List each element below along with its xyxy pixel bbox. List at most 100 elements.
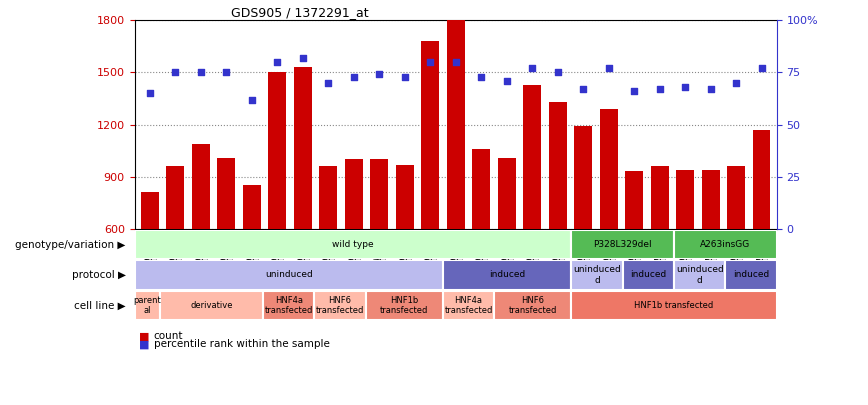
Bar [135,230,571,259]
Text: GSM27204: GSM27204 [171,229,180,271]
Bar [365,291,443,320]
Bar [676,170,694,333]
Bar [622,260,674,290]
Bar [396,164,414,333]
Bar [421,41,439,333]
Text: GSM27147: GSM27147 [528,229,536,271]
Text: cell line ▶: cell line ▶ [75,301,126,310]
Point [474,73,488,80]
Point [576,86,590,92]
Text: protocol ▶: protocol ▶ [72,270,126,280]
Point [347,73,361,80]
Text: GSM27160: GSM27160 [503,229,511,271]
Text: GSM27172: GSM27172 [757,229,766,270]
Point [143,90,157,96]
Bar [135,260,443,290]
Text: wild type: wild type [332,240,374,249]
Bar [523,85,541,333]
Text: ■: ■ [139,331,149,341]
Bar [497,158,516,333]
Point [168,69,182,76]
Bar [319,166,337,333]
Text: derivative: derivative [190,301,233,310]
Text: GSM27150: GSM27150 [273,229,282,271]
Bar [314,291,365,320]
Text: GSM27170: GSM27170 [732,229,740,271]
Text: GSM27063: GSM27063 [375,229,384,271]
Text: GDS905 / 1372291_at: GDS905 / 1372291_at [231,6,369,19]
Text: induced: induced [630,271,667,279]
Bar [443,291,494,320]
Text: GSM27169: GSM27169 [681,229,689,271]
Bar [472,149,490,333]
Point [704,86,718,92]
Text: induced: induced [489,271,525,279]
Text: GSM27205: GSM27205 [196,229,206,271]
Bar [443,260,571,290]
Text: P328L329del: P328L329del [594,240,652,249]
Point [678,84,692,90]
Point [398,73,411,80]
Text: HNF4a
transfected: HNF4a transfected [265,296,312,315]
Text: percentile rank within the sample: percentile rank within the sample [154,339,330,349]
Point [220,69,233,76]
Text: GSM27171: GSM27171 [706,229,715,270]
Text: genotype/variation ▶: genotype/variation ▶ [16,240,126,249]
Text: GSM27152: GSM27152 [299,229,307,270]
Point [321,79,335,86]
Text: GSM27167: GSM27167 [655,229,664,271]
Bar [263,291,314,320]
Bar [625,171,643,333]
Bar [294,67,312,333]
Text: GSM27207: GSM27207 [247,229,256,271]
Bar [571,260,622,290]
Text: count: count [154,331,183,341]
Text: HNF4a
transfected: HNF4a transfected [444,296,493,315]
Text: GSM27161: GSM27161 [579,229,588,270]
Bar [141,192,159,333]
Text: A263insGG: A263insGG [700,240,751,249]
Bar [753,130,771,333]
Point [424,59,437,65]
Bar [674,230,777,259]
Point [602,65,615,71]
Text: ■: ■ [139,339,149,349]
Text: GSM27153: GSM27153 [451,229,460,271]
Bar [571,230,674,259]
Text: parent
al: parent al [134,296,161,315]
Bar [571,291,777,320]
Point [628,88,641,94]
Point [449,59,463,65]
Point [500,77,514,84]
Text: GSM27203: GSM27203 [145,229,155,271]
Text: HNF1b
transfected: HNF1b transfected [380,296,429,315]
Text: GSM27165: GSM27165 [604,229,613,271]
Bar [167,166,184,333]
Text: GSM27151: GSM27151 [425,229,435,270]
Bar [161,291,263,320]
Text: HNF6
transfected: HNF6 transfected [509,296,557,315]
Text: induced: induced [733,271,769,279]
Bar [345,159,363,333]
Bar [674,260,726,290]
Point [550,69,564,76]
Point [245,96,259,103]
Text: HNF6
transfected: HNF6 transfected [316,296,365,315]
Text: HNF1b transfected: HNF1b transfected [635,301,713,310]
Bar [243,185,260,333]
Point [653,86,667,92]
Text: GSM27156: GSM27156 [324,229,332,271]
Text: GSM27157: GSM27157 [477,229,486,271]
Bar [135,291,161,320]
Point [525,65,539,71]
Bar [268,72,286,333]
Bar [651,166,668,333]
Text: uninduced: uninduced [265,271,312,279]
Text: GSM27163: GSM27163 [629,229,639,271]
Bar [549,102,567,333]
Bar [217,158,235,333]
Text: uninduced
d: uninduced d [573,265,621,285]
Point [194,69,207,76]
Point [754,65,768,71]
Bar [727,166,745,333]
